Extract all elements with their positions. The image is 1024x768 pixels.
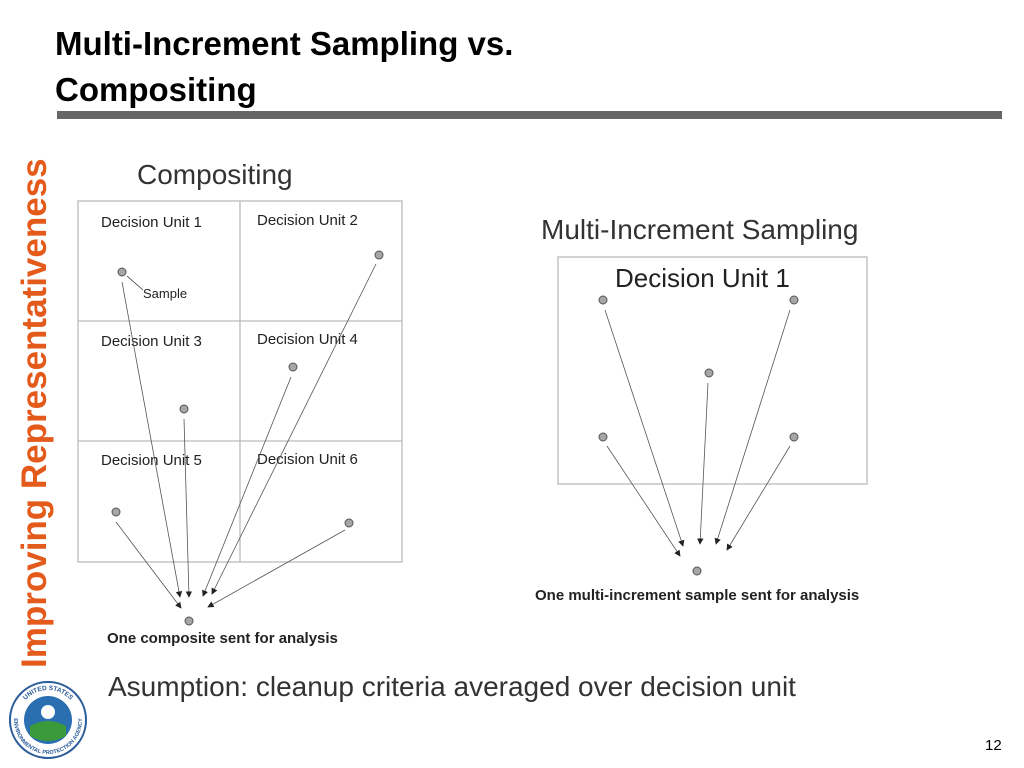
caption: One multi-increment sample sent for anal… [535,587,859,604]
compositing-grid [77,200,403,563]
compositing-arrows [115,263,377,609]
assumption: Asumption: cleanup criteria averaged ove… [108,671,796,702]
sample-points [111,250,384,626]
unit-label: Decision Unit 5 [101,452,202,469]
unit-label: Decision Unit 6 [257,451,358,468]
unit-label: Decision Unit 3 [101,333,202,350]
mis-arrows [604,309,791,557]
unit-label: Decision Unit 1 [615,263,790,293]
title: Compositing [55,71,257,108]
mis-box [557,256,868,485]
mis-points [598,295,799,576]
unit-label: Decision Unit 2 [257,212,358,229]
logo: UNITED STATES ENVIRONMENTAL PROTECTION A… [9,681,87,759]
unit-label: Decision Unit 1 [101,214,202,231]
compositing-title: Compositing [137,159,293,190]
title-rule [57,111,1002,119]
sample-label: Sample [143,286,187,301]
caption: One composite sent for analysis [107,630,338,647]
unit-label: Decision Unit 4 [257,331,358,348]
mis-title: Multi-Increment Sampling [541,214,858,245]
sidebar-text: Improving Representativeness [15,158,54,668]
title: Multi-Increment Sampling vs. [55,25,513,62]
sample-pointer [126,275,144,291]
page-number: 12 [985,737,1002,754]
